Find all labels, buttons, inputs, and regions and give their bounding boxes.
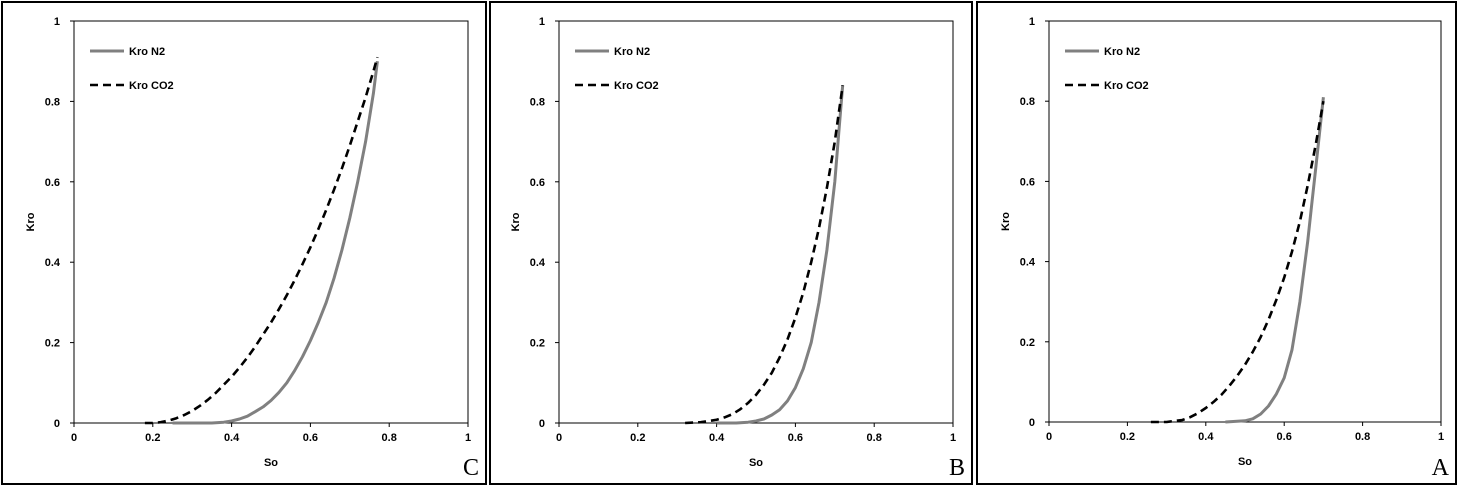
x-tick-label: 0.6 <box>303 432 318 444</box>
y-tick-label: 0.6 <box>1020 176 1035 188</box>
chart-panel-b: 0 0.2 0.4 0.6 0.8 1 0 0.2 0.4 0.6 0.8 1 So Kro Kro N2 K… <box>489 1 973 485</box>
legend-label: Kro CO2 <box>1104 80 1149 92</box>
x-axis-label: So <box>749 457 763 469</box>
x-tick-label: 0.8 <box>382 432 397 444</box>
series-line-kro-co2 <box>1150 100 1325 424</box>
chart-svg: 0 0.2 0.4 0.6 0.8 1 0 0.2 0.4 0.6 0.8 1 So Kro Kro N2 K… <box>510 16 956 469</box>
x-tick-label: 0.2 <box>1120 431 1135 443</box>
y-tick-label: 0.8 <box>530 96 545 108</box>
y-tick-label: 1 <box>1029 16 1035 28</box>
y-axis-label: Kro <box>510 212 522 231</box>
y-tick-label: 0 <box>1029 417 1035 429</box>
chart-svg: 0 0.2 0.4 0.6 0.8 1 0 0.2 0.4 0.6 0.8 1 So Kro Kro N2 K… <box>1000 16 1444 468</box>
y-tick-label: 0.4 <box>45 257 61 269</box>
y-tick-label: 0 <box>539 418 545 430</box>
series-line-kro-n2 <box>172 61 379 425</box>
x-tick-label: 0 <box>556 432 562 444</box>
chart-svg: 0 0.2 0.4 0.6 0.8 1 0 0.2 0.4 0.6 0.8 1 So Kro Kro N2 K… <box>25 16 471 469</box>
x-tick-label: 1 <box>1438 431 1444 443</box>
x-tick-label: 0 <box>1046 431 1052 443</box>
series-line-kro-n2 <box>716 85 845 425</box>
panel-letter: A <box>1431 455 1449 481</box>
legend-label: Kro CO2 <box>614 80 659 92</box>
series-line-kro-co2 <box>685 85 844 425</box>
y-tick-label: 1 <box>54 16 60 28</box>
plot-area-frame <box>73 20 469 424</box>
x-tick-label: 1 <box>465 432 471 444</box>
x-axis-label: So <box>1238 456 1252 468</box>
panel-letter: C <box>462 455 479 481</box>
y-tick-label: 0 <box>54 418 60 430</box>
x-tick-label: 0 <box>71 432 77 444</box>
x-tick-label: 1 <box>950 432 956 444</box>
legend-label: Kro N2 <box>614 46 650 58</box>
x-tick-label: 0.8 <box>867 432 882 444</box>
y-tick-label: 1 <box>539 16 545 28</box>
x-tick-label: 0.6 <box>1277 431 1292 443</box>
legend-label: Kro CO2 <box>129 80 174 92</box>
series-line-kro-co2 <box>144 56 379 425</box>
y-tick-label: 0.4 <box>1020 257 1036 269</box>
chart-panel-a: 0 0.2 0.4 0.6 0.8 1 0 0.2 0.4 0.6 0.8 1 So Kro Kro N2 K… <box>976 1 1457 485</box>
x-tick-label: 0.4 <box>224 432 240 444</box>
series-line-kro-n2 <box>1225 97 1325 424</box>
y-tick-label: 0.8 <box>45 96 60 108</box>
legend-label: Kro N2 <box>129 46 165 58</box>
y-axis-label: Kro <box>1000 212 1012 231</box>
x-tick-label: 0.8 <box>1355 431 1370 443</box>
x-tick-label: 0.4 <box>1198 431 1214 443</box>
y-tick-label: 0.2 <box>1020 337 1035 349</box>
plot-area-frame <box>558 20 954 424</box>
x-axis-label: So <box>264 457 278 469</box>
panel-letter: B <box>948 455 965 481</box>
y-axis-label: Kro <box>25 212 37 231</box>
chart-panel-c: 0 0.2 0.4 0.6 0.8 1 0 0.2 0.4 0.6 0.8 1 So Kro Kro N2 K… <box>1 1 487 485</box>
x-tick-label: 0.6 <box>788 432 803 444</box>
y-tick-label: 0.2 <box>530 338 545 350</box>
x-tick-label: 0.4 <box>709 432 725 444</box>
y-tick-label: 0.4 <box>530 257 546 269</box>
x-tick-label: 0.2 <box>145 432 160 444</box>
y-tick-label: 0.8 <box>1020 96 1035 108</box>
y-tick-label: 0.6 <box>530 177 545 189</box>
y-tick-label: 0.6 <box>45 177 60 189</box>
y-tick-label: 0.2 <box>45 338 60 350</box>
legend-label: Kro N2 <box>1104 46 1140 58</box>
x-tick-label: 0.2 <box>630 432 645 444</box>
